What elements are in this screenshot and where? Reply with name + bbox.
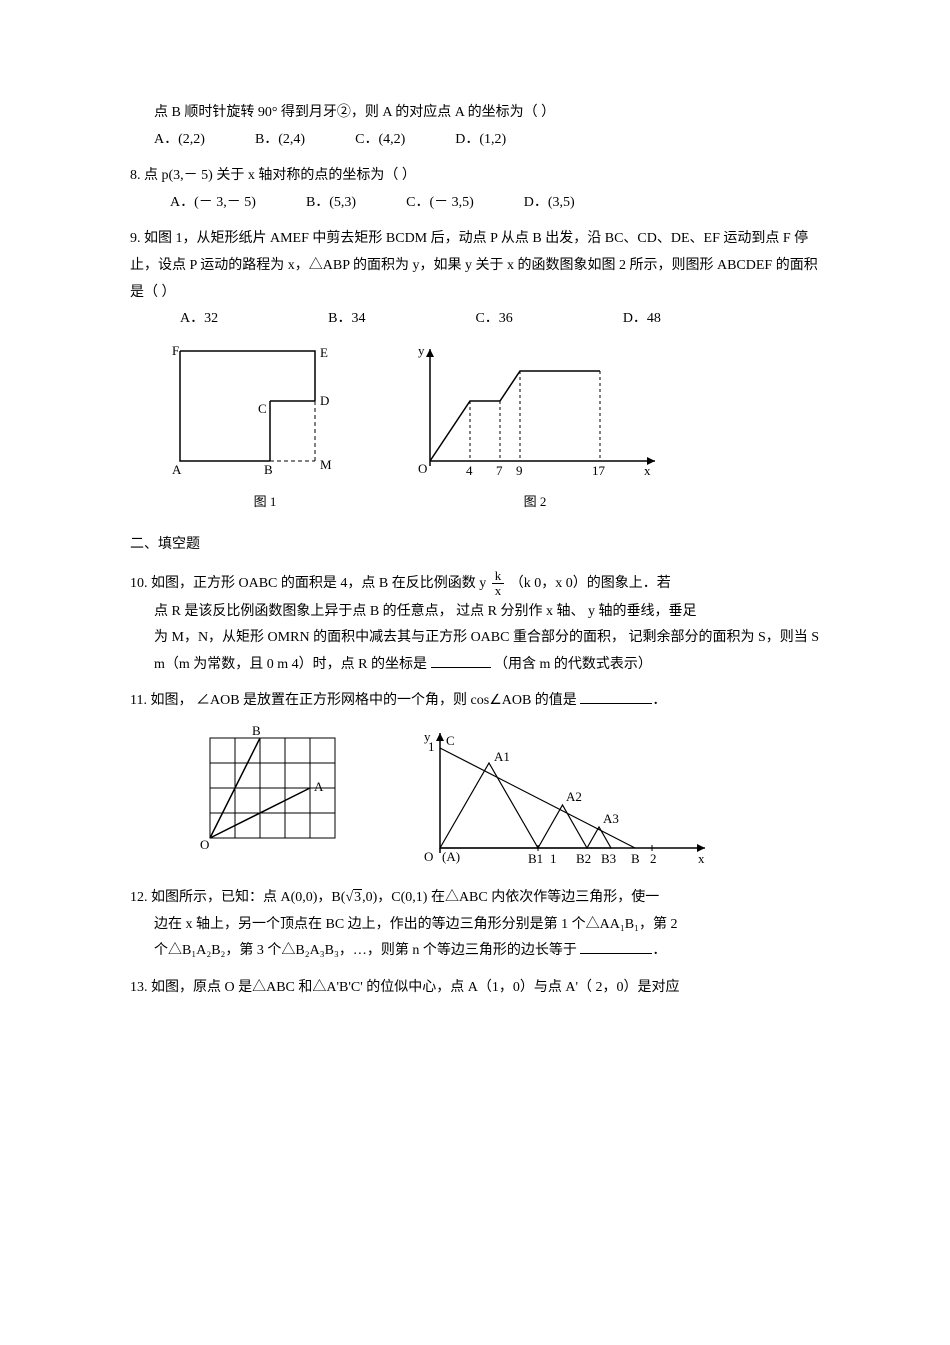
tri-A1: A1 (494, 749, 510, 764)
q11-grid-svg: O A B (190, 723, 340, 853)
q10-line2: 点 R 是该反比例函数图象上异于点 B 的任意点， 过点 R 分别作 x 轴、 … (130, 599, 820, 626)
lbl-F: F (172, 343, 179, 358)
q11-stem: 11. 如图， ∠AOB 是放置在正方形网格中的一个角，则 cos∠AOB 的值… (130, 688, 820, 715)
q7-text: 点 B 顺时针旋转 90° 得到月牙②，则 A 的对应点 A 的坐标为（ ） (130, 100, 820, 127)
question-12: 12. 如图所示，已知：点 A(0,0)，B(√3,0)，C(0,1) 在△AB… (130, 885, 820, 965)
tri-C: C (446, 733, 455, 748)
q9-stem: 9. 如图 1，从矩形纸片 AMEF 中剪去矩形 BCDM 后，动点 P 从点 … (130, 226, 820, 306)
lbl-x: x (644, 463, 651, 478)
q10-line3: 为 M，N，从矩形 OMRN 的面积中减去其与正方形 OABC 重合部分的面积，… (130, 625, 820, 678)
q8-choice-c: C．(－ 3,5) (406, 190, 474, 217)
q9-fig2: y O 4 7 9 17 x 图 2 (400, 341, 670, 515)
question-10: 10. 如图，正方形 OABC 的面积是 4，点 B 在反比例函数 y k x … (130, 569, 820, 678)
question-13: 13. 如图，原点 O 是△ABC 和△A'B'C' 的位似中心，点 A（1，0… (130, 975, 820, 1002)
lbl-M: M (320, 457, 332, 472)
q12-line1: 12. 如图所示，已知：点 A(0,0)，B(√3,0)，C(0,1) 在△AB… (130, 885, 820, 912)
tri-B3: B3 (601, 851, 616, 866)
q10-frac-num: k (492, 569, 505, 584)
q12-a: 12. 如图所示，已知：点 A(0,0)，B( (130, 890, 345, 905)
tri-n1: 1 (550, 851, 557, 866)
question-9: 9. 如图 1，从矩形纸片 AMEF 中剪去矩形 BCDM 后，动点 P 从点 … (130, 226, 820, 514)
lbl-y: y (418, 343, 425, 358)
q11-stem-text: 11. 如图， ∠AOB 是放置在正方形网格中的一个角，则 cos∠AOB 的值… (130, 693, 580, 708)
lbl-E: E (320, 345, 328, 360)
lbl-D: D (320, 393, 329, 408)
q12-tri-svg: 1 C y O (A) A1 A2 A3 B1 1 B2 B3 B 2 x (410, 723, 720, 873)
q7-choice-a: A．(2,2) (154, 127, 205, 154)
question-7-cont: 点 B 顺时针旋转 90° 得到月牙②，则 A 的对应点 A 的坐标为（ ） A… (130, 100, 820, 153)
tri-A: (A) (442, 849, 460, 864)
q10-frac-den: x (492, 584, 505, 598)
q8-choice-d: D．(3,5) (524, 190, 575, 217)
tri-B: B (631, 851, 640, 866)
q12-line3: 个△B₁A₂B₂，第 3 个△B₂A₃B₃，…，则第 n 个等边三角形的边长等于… (130, 938, 820, 965)
q10-tail: （用含 m 的代数式表示） (494, 657, 652, 672)
tri-x: x (698, 851, 705, 866)
q10-blank (431, 653, 491, 668)
q9-fig1-svg: F E D C A B M (160, 341, 370, 486)
q7-choices: A．(2,2) B．(2,4) C．(4,2) D．(1,2) (130, 127, 820, 154)
q8-choices: A．(－ 3,－ 5) B．(5,3) C．(－ 3,5) D．(3,5) (130, 190, 820, 217)
grid-B: B (252, 723, 261, 738)
q9-choice-a: A．32 (180, 306, 218, 333)
question-11: 11. 如图， ∠AOB 是放置在正方形网格中的一个角，则 cos∠AOB 的值… (130, 688, 820, 873)
lbl-B: B (264, 462, 273, 477)
q10-line1: 10. 如图，正方形 OABC 的面积是 4，点 B 在反比例函数 y k x … (130, 569, 820, 599)
q9-choice-d: D．48 (623, 306, 661, 333)
tri-A2: A2 (566, 789, 582, 804)
grid-O: O (200, 837, 209, 852)
tri-2: 2 (650, 851, 657, 866)
sqrt-3-val: 3 (353, 889, 362, 905)
q7-choice-d: D．(1,2) (455, 127, 506, 154)
question-8: 8. 点 p(3,－ 5) 关于 x 轴对称的点的坐标为（ ） A．(－ 3,－… (130, 163, 820, 216)
q8-choice-b: B．(5,3) (306, 190, 356, 217)
q8-choice-a: A．(－ 3,－ 5) (170, 190, 256, 217)
lbl-17: 17 (592, 463, 606, 478)
lbl-A: A (172, 462, 182, 477)
tri-B1: B1 (528, 851, 543, 866)
tri-y: y (424, 729, 431, 744)
lbl-4: 4 (466, 463, 473, 478)
q11-figs: O A B 1 C y O (A (190, 723, 820, 873)
q9-fig2-caption: 图 2 (400, 490, 670, 515)
tri-A3: A3 (603, 811, 619, 826)
lbl-C: C (258, 401, 267, 416)
tri-O: O (424, 849, 433, 864)
section-2-title: 二、填空题 (130, 532, 820, 559)
lbl-9: 9 (516, 463, 523, 478)
q10-frac: k x (492, 569, 505, 599)
q9-fig2-svg: y O 4 7 9 17 x (400, 341, 670, 486)
q9-fig1-caption: 图 1 (160, 490, 370, 515)
q12-line3-text: 个△B₁A₂B₂，第 3 个△B₂A₃B₃，…，则第 n 个等边三角形的边长等于 (154, 943, 580, 958)
q9-choice-b: B．34 (328, 306, 365, 333)
q10-prefix: 10. 如图，正方形 OABC 的面积是 4，点 B 在反比例函数 y (130, 576, 486, 591)
sqrt-3: √3 (345, 890, 362, 905)
lbl-O: O (418, 461, 427, 476)
lbl-7: 7 (496, 463, 503, 478)
q9-figures: F E D C A B M 图 1 (160, 341, 820, 515)
q12-b: ,0)，C(0,1) 在△ABC 内依次作等边三角形，使一 (362, 890, 659, 905)
q9-choice-c: C．36 (475, 306, 512, 333)
q12-line2: 边在 x 轴上，另一个顶点在 BC 边上，作出的等边三角形分别是第 1 个△AA… (130, 912, 820, 939)
q10-mid: （k 0，x 0）的图象上．若 (510, 576, 671, 591)
q9-choices: A．32 B．34 C．36 D．48 (130, 306, 820, 333)
q7-choice-b: B．(2,4) (255, 127, 305, 154)
q11-blank (580, 689, 652, 704)
grid-A: A (314, 779, 324, 794)
q8-stem: 8. 点 p(3,－ 5) 关于 x 轴对称的点的坐标为（ ） (130, 163, 820, 190)
q7-choice-c: C．(4,2) (355, 127, 405, 154)
q12-blank (580, 939, 652, 954)
tri-B2: B2 (576, 851, 591, 866)
q13-stem: 13. 如图，原点 O 是△ABC 和△A'B'C' 的位似中心，点 A（1，0… (130, 975, 820, 1002)
q9-fig1: F E D C A B M 图 1 (160, 341, 370, 515)
